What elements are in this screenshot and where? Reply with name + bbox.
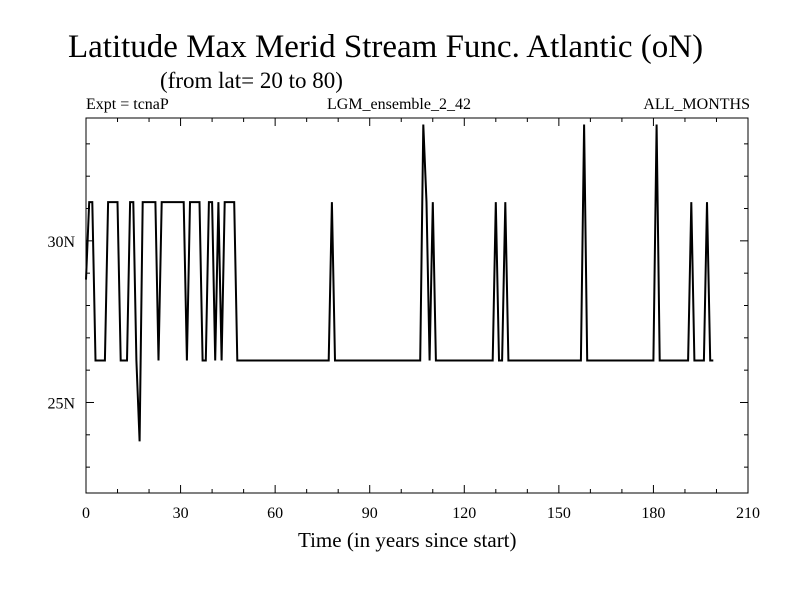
months-label: ALL_MONTHS xyxy=(643,96,750,113)
y-tick-label: 25N xyxy=(47,395,75,412)
x-tick-label: 210 xyxy=(736,505,760,522)
x-tick-label: 180 xyxy=(641,505,665,522)
x-tick-label: 120 xyxy=(452,505,476,522)
series-line xyxy=(85,124,714,442)
x-tick-label: 60 xyxy=(267,505,283,522)
y-tick-label: 30N xyxy=(47,234,75,251)
experiment-label: Expt = tcnaP xyxy=(86,96,169,113)
x-tick-label: 0 xyxy=(82,505,90,522)
x-tick-label: 30 xyxy=(173,505,189,522)
ensemble-label: LGM_ensemble_2_42 xyxy=(327,96,471,113)
x-axis-label: Time (in years since start) xyxy=(298,528,517,552)
chart-subtitle: (from lat= 20 to 80) xyxy=(160,68,343,93)
x-tick-label: 90 xyxy=(362,505,378,522)
x-tick-label: 150 xyxy=(547,505,571,522)
chart-title: Latitude Max Merid Stream Func. Atlantic… xyxy=(68,29,704,65)
